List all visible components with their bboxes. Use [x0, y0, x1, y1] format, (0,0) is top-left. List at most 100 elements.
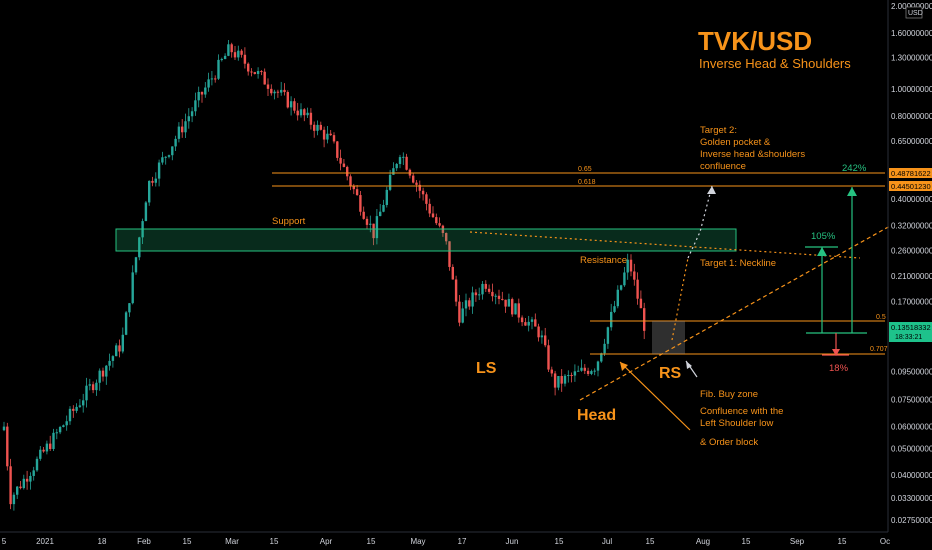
candle-body	[619, 285, 623, 290]
candle-body	[606, 327, 610, 344]
y-tick-label: 0.32000000	[891, 222, 932, 231]
x-tick-label: 15	[555, 537, 564, 546]
candle-body	[474, 292, 478, 296]
candle-body	[108, 360, 111, 366]
candle-body	[484, 283, 487, 289]
x-tick-label: 15	[270, 537, 279, 546]
candle-body	[45, 443, 49, 452]
candle-body	[583, 367, 586, 371]
y-tick-label: 0.40000000	[891, 195, 932, 204]
candle-body	[157, 162, 161, 179]
candle-body	[507, 299, 511, 307]
candle-body	[448, 241, 451, 267]
candle-body	[39, 449, 42, 459]
candle-body	[329, 133, 332, 136]
candle-body	[365, 218, 369, 225]
candle-body	[517, 303, 520, 318]
candle-body	[111, 356, 115, 361]
candle-body	[524, 322, 527, 326]
candle-body	[42, 449, 45, 452]
candle-body	[230, 44, 233, 53]
chart-subtitle: Inverse Head & Shoulders	[699, 56, 851, 71]
candle-body	[336, 141, 339, 158]
x-tick-label: Mar	[225, 537, 239, 546]
candle-body	[237, 50, 240, 58]
label-18: 18%	[829, 363, 849, 374]
candle-body	[88, 384, 91, 386]
candle-body	[260, 71, 263, 73]
candle-body	[359, 195, 362, 212]
y-tick-label: 1.30000000	[891, 54, 932, 63]
candle-body	[233, 52, 237, 58]
candle-body	[65, 421, 68, 426]
candle-body	[616, 289, 619, 307]
candle-body	[303, 109, 306, 116]
candle-body	[296, 110, 299, 116]
candle-body	[352, 185, 355, 190]
candle-body	[438, 223, 441, 226]
candle-body	[78, 405, 82, 407]
candle-body	[504, 299, 507, 307]
candle-body	[573, 371, 577, 376]
candle-body	[286, 92, 289, 108]
candle-body	[375, 216, 379, 239]
x-tick-label: 15	[742, 537, 751, 546]
candle-body	[68, 408, 72, 422]
candle-body	[207, 79, 210, 88]
candle-body	[362, 211, 365, 219]
candle-body	[121, 334, 124, 352]
candle-body	[138, 237, 141, 258]
candle-body	[322, 129, 326, 140]
y-tick-label: 0.21000000	[891, 272, 932, 281]
candle-body	[316, 124, 319, 131]
candle-body	[464, 300, 468, 309]
candle-body	[210, 78, 214, 80]
candle-body	[164, 156, 167, 158]
candle-body	[144, 202, 148, 222]
candle-body	[593, 370, 596, 372]
usd-label: USD	[908, 10, 923, 17]
candle-body	[494, 295, 497, 297]
candle-body	[412, 175, 415, 183]
candle-body	[115, 345, 118, 357]
y-tick-label: 0.03300000	[891, 494, 932, 503]
candle-body	[197, 91, 200, 101]
candle-body	[181, 126, 184, 133]
trendline	[579, 225, 891, 401]
candle-body	[49, 443, 52, 449]
candle-body	[194, 100, 197, 112]
x-axis: 5 2021 18 Feb 15 Mar 15 Apr 15 May 17 Jun 15 Jul 15 Aug…	[2, 537, 890, 546]
label-ls: LS	[476, 360, 497, 377]
candle-body	[527, 321, 530, 326]
y-tick-label: 0.17000000	[891, 298, 932, 307]
candle-body	[75, 406, 78, 411]
y-axis: 2.00000000 1.60000000 1.30000000 1.00000000…	[891, 2, 932, 525]
candle-body	[567, 375, 570, 377]
fib-0618-text: 0.618	[578, 179, 596, 186]
candle-body	[563, 375, 567, 384]
candle-body	[392, 168, 395, 175]
candle-body	[250, 71, 253, 73]
candle-body	[349, 176, 352, 186]
candle-body	[530, 319, 534, 322]
candle-body	[243, 54, 247, 64]
candle-body	[184, 121, 187, 133]
label-target2-l3: Inverse head &shoulders	[700, 149, 805, 160]
candle-body	[214, 78, 217, 80]
candle-body	[266, 84, 270, 89]
x-tick-label: Sep	[790, 537, 805, 546]
x-tick-label: 15	[646, 537, 655, 546]
x-tick-label: 5	[2, 537, 7, 546]
label-target2-l4: confluence	[700, 161, 746, 172]
candle-body	[9, 466, 12, 505]
candle-body	[520, 317, 524, 323]
fib-065-text: 0.65	[578, 166, 592, 173]
label-fib-buy: Fib. Buy zone	[700, 389, 758, 400]
candle-body	[461, 308, 464, 323]
candle-body	[468, 300, 471, 307]
candle-body	[105, 365, 108, 377]
candle-body	[131, 272, 134, 304]
candle-body	[263, 71, 266, 85]
candle-body	[511, 299, 514, 315]
